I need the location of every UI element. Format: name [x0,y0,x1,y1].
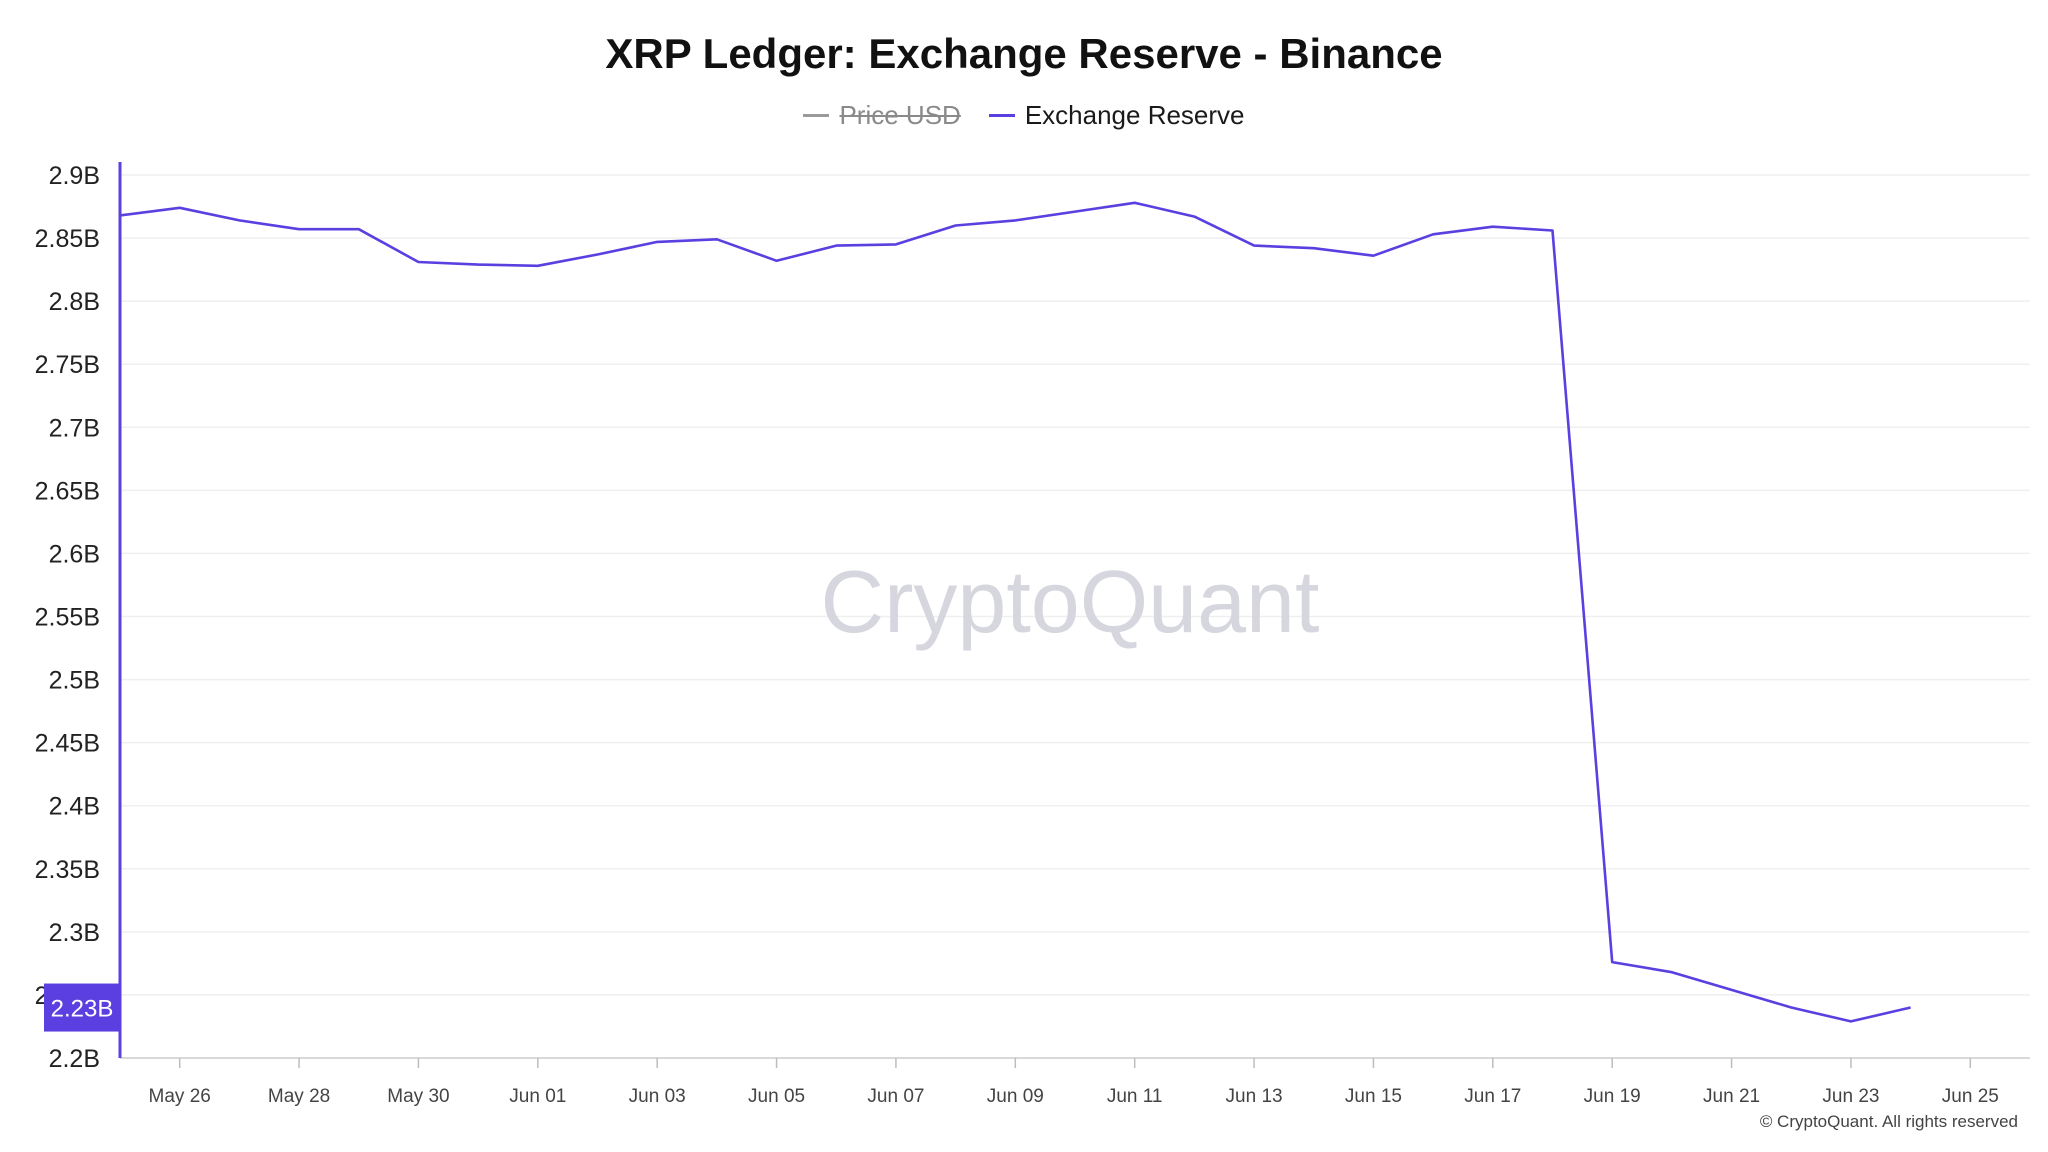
y-tick-label: 2.65B [35,477,100,505]
y-tick-label: 2.8B [49,288,100,316]
x-tick-label: Jun 03 [629,1086,686,1107]
y-tick-label: 2.45B [35,730,100,758]
x-tick-label: May 28 [268,1086,330,1107]
legend-item-price-usd[interactable]: Price USD [803,100,961,131]
x-tick-label: May 30 [387,1086,449,1107]
y-tick-label: 2.2B [49,1045,100,1073]
watermark-text: CryptoQuant [821,552,1320,651]
x-tick-label: Jun 19 [1584,1086,1641,1107]
legend-label-exchange-reserve: Exchange Reserve [1024,100,1245,130]
x-tick-label: Jun 11 [1107,1086,1163,1107]
x-tick-label: Jun 17 [1464,1086,1521,1107]
chart-legend: Price USD Exchange Reserve [0,100,2048,131]
x-tick-label: May 26 [149,1086,211,1107]
legend-swatch-exchange-reserve [988,114,1015,117]
legend-item-exchange-reserve[interactable]: Exchange Reserve [988,100,1245,131]
x-tick-label: Jun 25 [1942,1086,1999,1107]
y-tick-label: 2.85B [35,225,100,253]
y-tick-label: 2.75B [35,351,100,379]
legend-label-price-usd: Price USD [839,100,961,130]
x-tick-label: Jun 07 [867,1086,924,1107]
y-tick-label: 2.55B [35,604,100,632]
series-line-exchange-reserve [119,201,1911,1023]
x-tick-label: Jun 23 [1822,1086,1879,1107]
x-axis: May 26 May 28 May 30 Jun 01 Jun 03 Jun 05 Jun … [120,1057,2030,1107]
copyright-notice: © CryptoQuant. All rights reserved [1759,1112,2018,1131]
x-tick-label: Jun 09 [987,1086,1044,1107]
x-tick-label: Jun 21 [1703,1086,1760,1107]
x-tick-label: Jun 15 [1345,1086,1402,1107]
series-exchange-reserve [119,201,1911,1023]
current-value-badge-bg [44,983,120,1032]
y-tick-label: 2.3B [49,919,100,947]
x-tick-label: Jun 01 [509,1086,566,1107]
y-tick-label: 2.9B [49,162,100,190]
y-tick-label: 2.35B [35,856,100,884]
current-value-badge: 2.23B [44,983,120,1032]
current-value-label: 2.23B [51,996,114,1023]
x-tick-label: Jun 05 [748,1086,805,1107]
y-tick-label: 2.7B [49,414,100,442]
y-tick-label: 2.6B [49,540,100,568]
y-axis-ticks: 2.2B2.25B2.3B2.35B2.4B2.45B2.5B2.55B2.6B… [35,162,100,1073]
y-tick-label: 2.4B [49,793,100,821]
legend-swatch-price-usd [803,114,830,117]
y-tick-label: 2.5B [49,667,100,695]
x-tick-label: Jun 13 [1226,1086,1283,1107]
chart-title: XRP Ledger: Exchange Reserve - Binance [605,30,1443,77]
